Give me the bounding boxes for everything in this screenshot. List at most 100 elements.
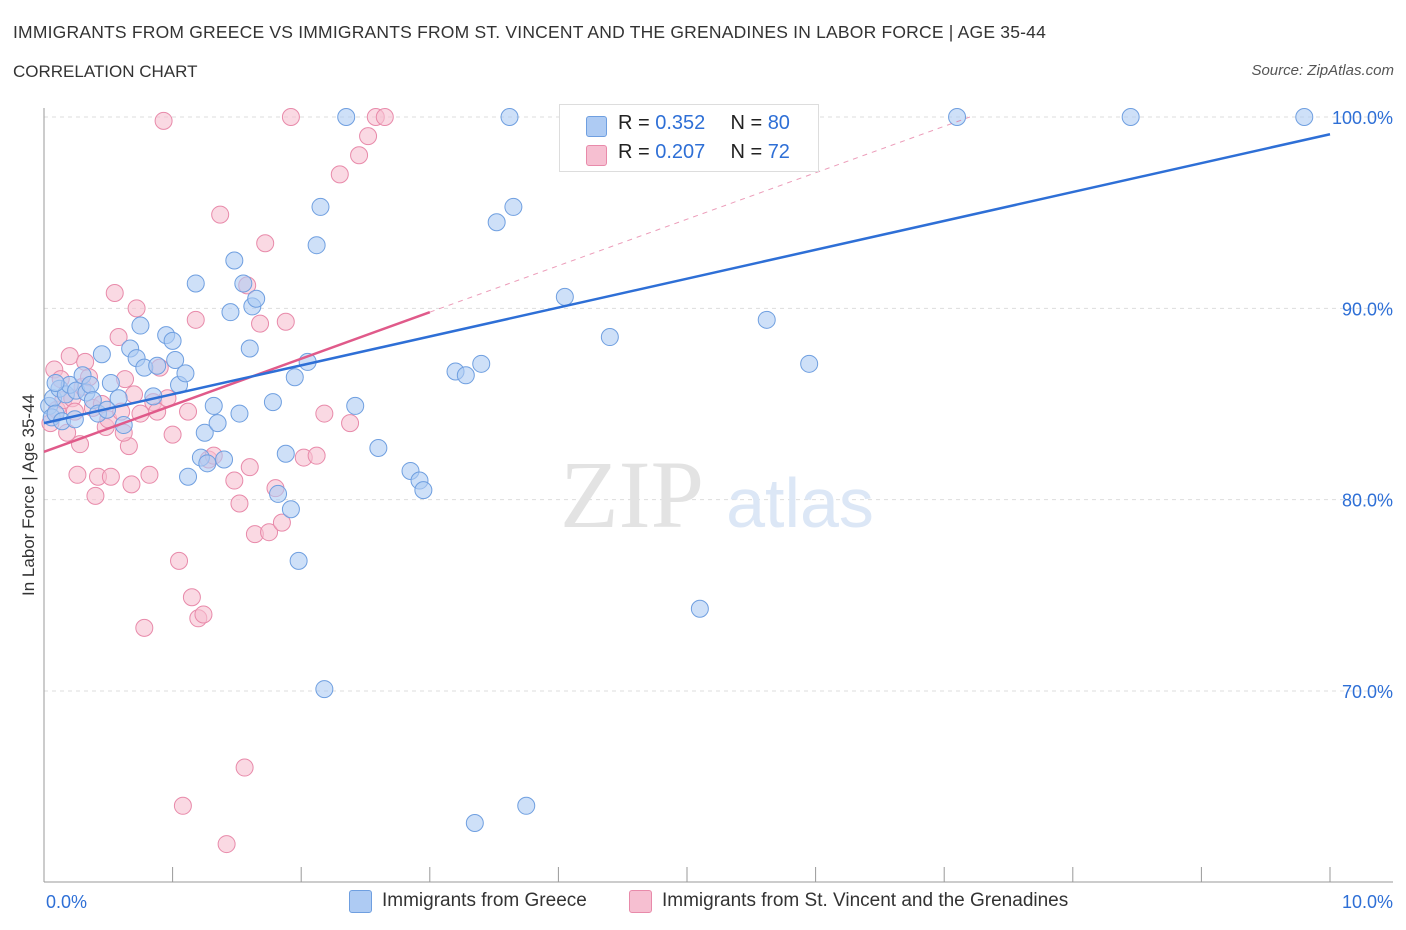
data-point-greece bbox=[263, 393, 282, 412]
greece-r-label: R = bbox=[618, 112, 656, 134]
data-point-svg bbox=[256, 234, 275, 253]
data-point-svg bbox=[122, 475, 141, 494]
data-point-svg bbox=[86, 486, 105, 505]
data-point-svg bbox=[350, 146, 369, 165]
data-point-svg bbox=[68, 465, 87, 484]
data-point-svg bbox=[375, 108, 394, 126]
data-point-greece bbox=[1121, 108, 1140, 126]
data-point-svg bbox=[341, 414, 360, 433]
data-point-greece bbox=[276, 444, 295, 463]
data-point-greece bbox=[163, 331, 182, 350]
data-point-svg bbox=[251, 314, 270, 333]
data-point-greece bbox=[500, 108, 519, 126]
data-point-greece bbox=[1295, 108, 1314, 126]
data-point-svg bbox=[170, 551, 189, 570]
data-point-greece bbox=[215, 450, 234, 469]
data-point-greece bbox=[166, 350, 185, 369]
data-point-greece bbox=[225, 251, 244, 270]
data-point-svg bbox=[60, 347, 79, 366]
data-point-greece bbox=[221, 303, 240, 322]
data-point-svg bbox=[315, 404, 334, 423]
data-point-greece bbox=[230, 404, 249, 423]
data-point-svg bbox=[281, 108, 300, 126]
y-axis-label: In Labor Force | Age 35-44 bbox=[19, 394, 38, 596]
data-point-svg bbox=[307, 446, 326, 465]
data-point-svg bbox=[217, 835, 236, 854]
data-point-greece bbox=[92, 345, 111, 364]
x-tick-label: 10.0% bbox=[1342, 892, 1393, 912]
svg-legend-label: Immigrants from St. Vincent and the Gren… bbox=[662, 890, 1069, 911]
data-point-greece bbox=[46, 373, 65, 392]
data-point-greece bbox=[414, 481, 433, 500]
data-point-greece bbox=[307, 236, 326, 255]
data-point-svg bbox=[154, 111, 173, 130]
data-point-greece bbox=[148, 356, 167, 375]
source-label: Source: ZipAtlas.com bbox=[1251, 62, 1394, 79]
data-point-greece bbox=[186, 274, 205, 293]
data-point-greece bbox=[198, 454, 217, 473]
data-point-greece bbox=[269, 484, 288, 503]
axes bbox=[43, 108, 1393, 883]
y-tick-label: 100.0% bbox=[1332, 108, 1393, 128]
data-point-svg bbox=[163, 425, 182, 444]
data-point-svg bbox=[127, 299, 146, 318]
data-point-greece bbox=[289, 551, 308, 570]
data-point-greece bbox=[337, 108, 356, 126]
data-point-svg bbox=[225, 471, 244, 490]
data-point-greece bbox=[281, 500, 300, 519]
data-point-svg bbox=[105, 284, 124, 303]
data-point-greece bbox=[555, 287, 574, 306]
trend-lines bbox=[43, 116, 1331, 454]
data-point-svg bbox=[272, 513, 291, 532]
data-point-svg bbox=[109, 328, 128, 347]
data-point-svg bbox=[359, 127, 378, 146]
data-point-greece bbox=[285, 368, 304, 387]
data-point-svg bbox=[182, 588, 201, 607]
watermark-atlas: atlas bbox=[726, 464, 874, 542]
data-point-greece bbox=[456, 366, 475, 385]
data-point-greece bbox=[65, 410, 84, 429]
data-point-greece bbox=[179, 467, 198, 486]
trend-greece bbox=[43, 133, 1331, 425]
svg-n-value: 72 bbox=[767, 141, 790, 163]
data-point-greece bbox=[240, 339, 259, 358]
trend-svg bbox=[43, 310, 431, 454]
svg-n-label: N = bbox=[730, 141, 768, 163]
data-point-svg bbox=[173, 796, 192, 815]
data-point-greece bbox=[465, 814, 484, 833]
data-point-svg bbox=[276, 312, 295, 331]
data-point-greece bbox=[690, 599, 709, 618]
axis-labels: 100.0% 90.0% 80.0% 70.0% 0.0% 10.0% In Labor F… bbox=[19, 108, 1393, 912]
data-point-svg bbox=[230, 494, 249, 513]
y-tick-label: 80.0% bbox=[1342, 491, 1393, 511]
data-point-greece bbox=[346, 396, 365, 415]
watermark-zip: ZIP bbox=[560, 441, 704, 548]
chart-subtitle: CORRELATION CHART bbox=[13, 62, 198, 81]
data-point-greece bbox=[101, 373, 120, 392]
data-point-greece bbox=[504, 197, 523, 216]
data-point-greece bbox=[487, 213, 506, 232]
greece-swatch bbox=[586, 116, 607, 137]
stats-legend: R = 0.352 N = 80 R = 0.207 N = 72 bbox=[559, 104, 819, 172]
greece-legend-swatch bbox=[349, 890, 372, 913]
data-point-svg bbox=[211, 205, 230, 224]
data-point-greece bbox=[234, 274, 253, 293]
svg-legend-swatch bbox=[629, 890, 652, 913]
x-tick-label: 0.0% bbox=[46, 892, 87, 912]
data-point-greece bbox=[517, 796, 536, 815]
data-point-greece bbox=[247, 289, 266, 308]
data-point-greece bbox=[81, 375, 100, 394]
data-point-greece bbox=[948, 108, 967, 126]
greece-r-value: 0.352 bbox=[655, 112, 706, 134]
series-svg-points bbox=[41, 108, 394, 854]
data-point-svg bbox=[140, 465, 159, 484]
data-point-greece bbox=[600, 328, 619, 347]
greece-n-value: 80 bbox=[767, 112, 790, 134]
y-tick-label: 90.0% bbox=[1342, 299, 1393, 319]
data-point-svg bbox=[101, 467, 120, 486]
data-point-svg bbox=[179, 402, 198, 421]
data-point-svg bbox=[135, 618, 154, 637]
grid bbox=[44, 116, 1393, 692]
data-point-greece bbox=[204, 396, 223, 415]
